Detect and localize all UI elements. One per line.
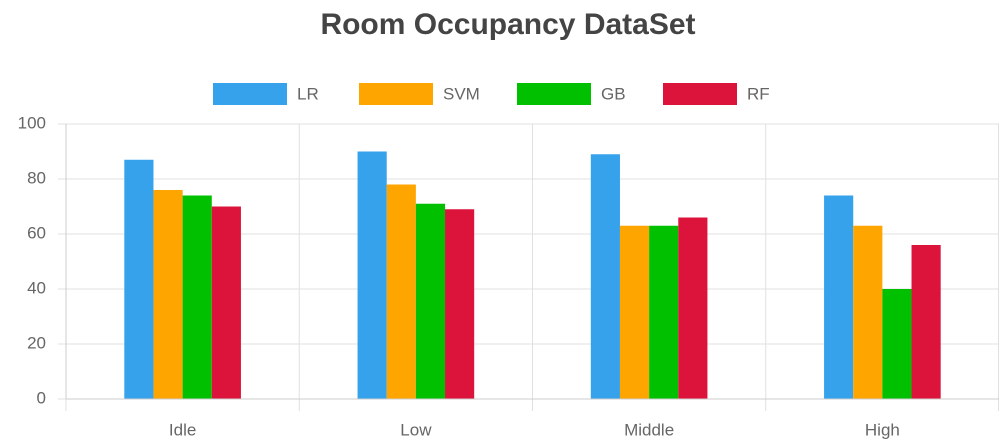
chart-title: Room Occupancy DataSet — [320, 8, 695, 41]
legend-label: GB — [601, 84, 626, 103]
y-tick-label: 60 — [27, 223, 46, 242]
bar — [619, 225, 650, 399]
bar — [211, 206, 241, 399]
bar — [824, 195, 854, 399]
legend-label: LR — [297, 84, 319, 103]
y-tick-label: 80 — [27, 168, 46, 187]
bar — [911, 245, 941, 399]
bar — [853, 225, 883, 399]
bar — [415, 203, 446, 399]
bar — [882, 289, 912, 399]
legend-swatch — [213, 83, 287, 105]
bar — [678, 217, 708, 399]
bar — [649, 225, 679, 399]
legend-label: RF — [747, 84, 770, 103]
bar — [124, 159, 154, 399]
legend-swatch — [517, 83, 591, 105]
bar — [445, 209, 475, 399]
x-tick-label: Low — [400, 420, 432, 439]
y-tick-label: 20 — [27, 333, 46, 352]
legend-label: SVM — [443, 84, 480, 103]
bar — [153, 190, 183, 399]
bar — [357, 151, 387, 399]
bar — [386, 184, 416, 399]
bar — [182, 195, 212, 399]
y-tick-label: 0 — [37, 388, 46, 407]
x-tick-label: High — [865, 420, 900, 439]
y-tick-label: 40 — [27, 278, 46, 297]
bar — [590, 154, 620, 399]
y-tick-label: 100 — [18, 113, 46, 132]
x-tick-label: Idle — [169, 420, 196, 439]
x-tick-label: Middle — [624, 420, 674, 439]
legend-swatch — [359, 83, 433, 105]
legend-swatch — [663, 83, 737, 105]
